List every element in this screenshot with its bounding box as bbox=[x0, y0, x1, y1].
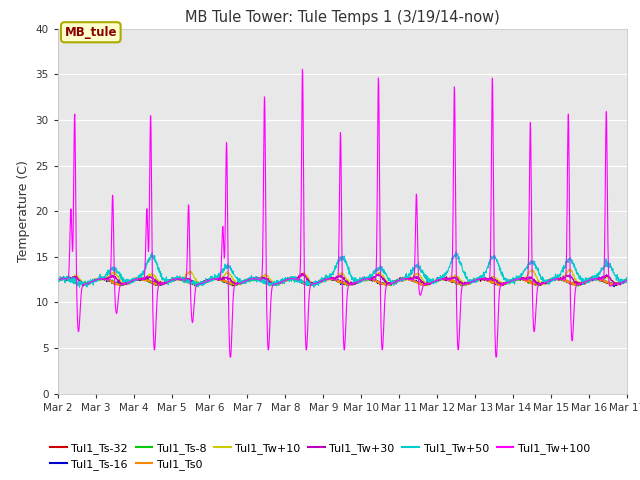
Text: MB_tule: MB_tule bbox=[65, 26, 117, 39]
Legend: Tul1_Ts-32, Tul1_Ts-16, Tul1_Ts-8, Tul1_Ts0, Tul1_Tw+10, Tul1_Tw+30, Tul1_Tw+50,: Tul1_Ts-32, Tul1_Ts-16, Tul1_Ts-8, Tul1_… bbox=[45, 438, 595, 474]
Y-axis label: Temperature (C): Temperature (C) bbox=[17, 160, 30, 262]
Title: MB Tule Tower: Tule Temps 1 (3/19/14-now): MB Tule Tower: Tule Temps 1 (3/19/14-now… bbox=[185, 10, 500, 25]
